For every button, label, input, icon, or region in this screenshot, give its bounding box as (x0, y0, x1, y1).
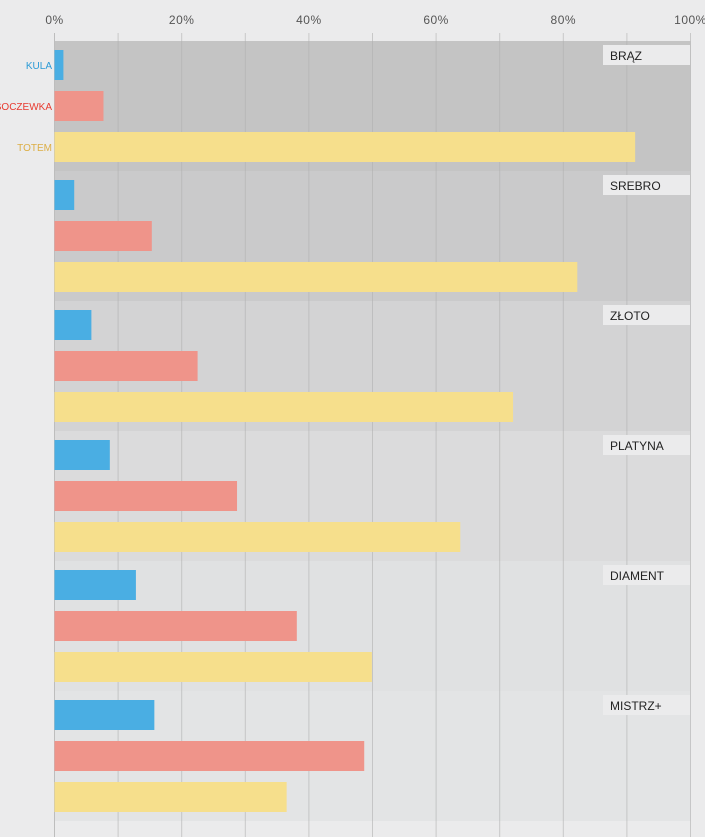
bar-totem (54, 652, 372, 682)
category-label: SREBRO (610, 179, 661, 193)
bar-soczewka (54, 481, 238, 511)
x-tick-label: 40% (296, 13, 322, 27)
category-label-box (603, 695, 690, 715)
category-label: BRĄZ (610, 49, 642, 63)
bar-totem (54, 522, 461, 552)
category-label-box (603, 435, 690, 455)
bar-kula (54, 310, 92, 340)
category-label: ZŁOTO (610, 309, 650, 323)
x-tick-label: 60% (423, 13, 449, 27)
bar-kula (54, 440, 110, 470)
category-label: DIAMENT (610, 569, 665, 583)
x-tick-label: 80% (551, 13, 577, 27)
bar-kula (54, 570, 136, 600)
category-label-box (603, 175, 690, 195)
bar-totem (54, 392, 514, 422)
series-label: TOTEM (17, 143, 52, 154)
category-label-box (603, 565, 690, 585)
bar-soczewka (54, 611, 297, 641)
category-label-box (603, 45, 690, 65)
bar-kula (54, 700, 155, 730)
x-tick-label: 20% (169, 13, 195, 27)
category-label: PLATYNA (610, 439, 664, 453)
bar-soczewka (54, 91, 104, 121)
bar-kula (54, 180, 75, 210)
category-label: MISTRZ+ (610, 699, 662, 713)
bar-totem (54, 132, 636, 162)
x-tick-label: 100% (674, 13, 705, 27)
bar-totem (54, 262, 578, 292)
series-label: SOCZEWKA (0, 102, 52, 113)
bar-soczewka (54, 221, 152, 251)
x-tick-label: 0% (45, 13, 63, 27)
series-label: KULA (26, 61, 52, 72)
category-label-box (603, 305, 690, 325)
bar-kula (54, 50, 64, 80)
bar-soczewka (54, 351, 198, 381)
bar-totem (54, 782, 287, 812)
bar-soczewka (54, 741, 365, 771)
